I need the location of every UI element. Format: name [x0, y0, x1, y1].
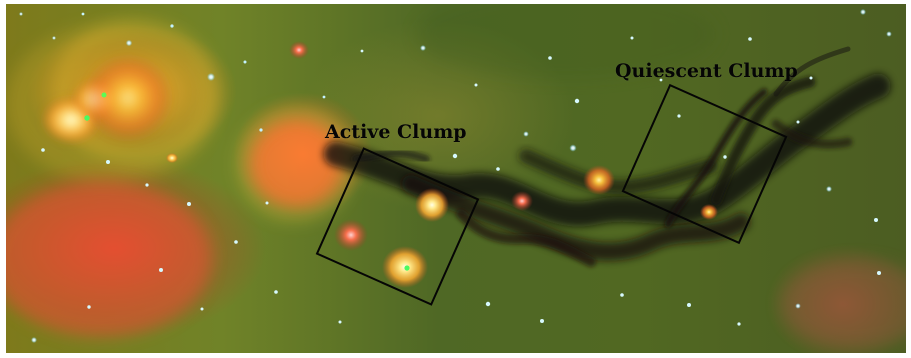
infrared-sky-image — [6, 4, 906, 353]
nebula-and-star-field — [6, 4, 906, 349]
green-source-markers — [84, 92, 410, 271]
dark-filament — [323, 46, 891, 267]
quiescent-clump-label: Quiescent Clump — [615, 60, 798, 82]
active-clump-label: Active Clump — [325, 121, 467, 143]
stars — [19, 9, 892, 343]
